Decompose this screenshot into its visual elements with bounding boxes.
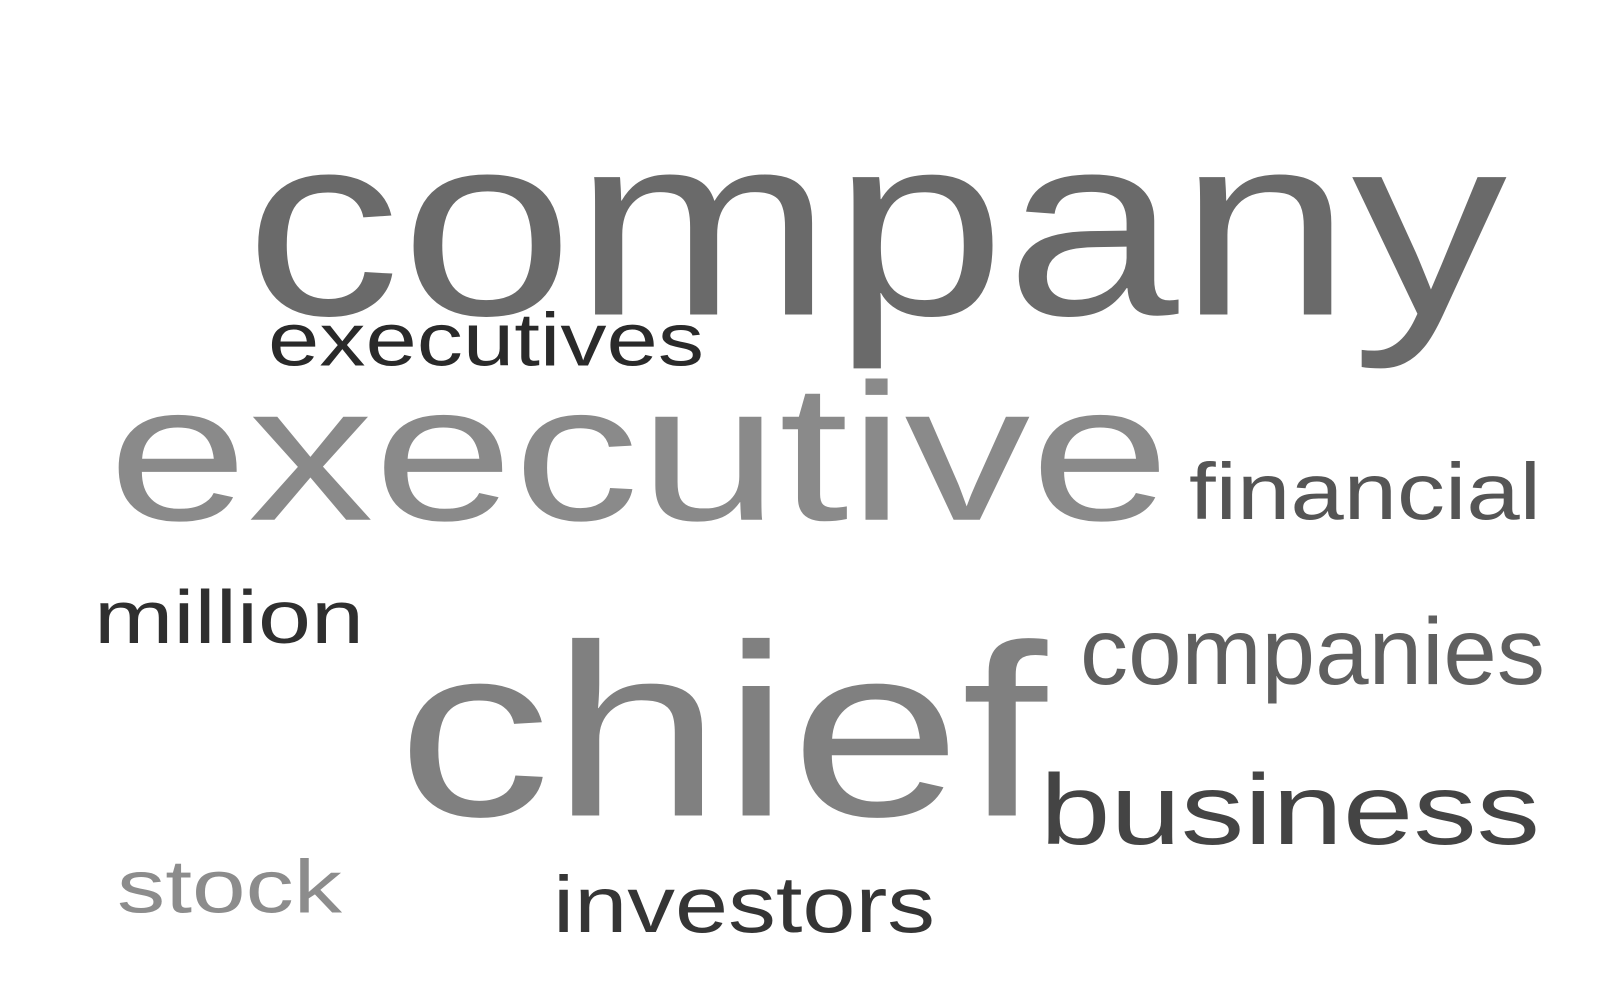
word-stock: stock [117, 845, 342, 929]
word-company: company [245, 79, 1508, 370]
word-executive: executive [108, 343, 1171, 562]
word-million: million [94, 575, 365, 660]
word-executives: executives [268, 298, 705, 383]
word-investors: investors [553, 860, 935, 950]
word-business: business [1040, 754, 1541, 866]
word-chief: chief [397, 593, 1047, 868]
word-financial: financial [1189, 447, 1542, 537]
word-companies: companies [1080, 599, 1545, 705]
